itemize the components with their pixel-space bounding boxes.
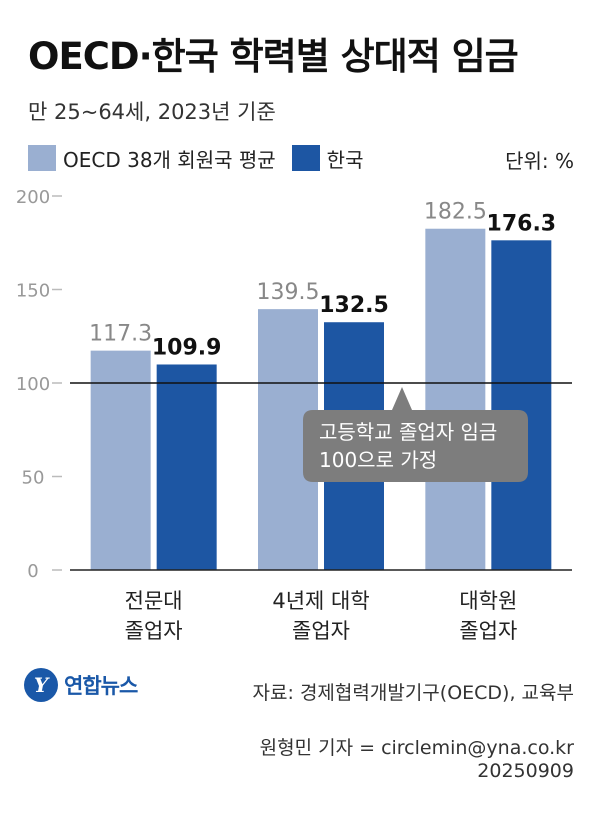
value-label-korea: 132.5 bbox=[319, 293, 389, 318]
value-label-oecd: 139.5 bbox=[257, 280, 320, 305]
category-label: 전문대 bbox=[125, 589, 183, 613]
category-label: 졸업자 bbox=[459, 619, 517, 643]
legend-swatch-korea bbox=[291, 145, 320, 171]
date-code: 20250909 bbox=[477, 760, 574, 782]
bar-oecd bbox=[425, 228, 486, 570]
legend-item-oecd: OECD 38개 회원국 평균 bbox=[28, 144, 276, 173]
y-tick-label: 100 bbox=[16, 374, 50, 395]
value-label-oecd: 182.5 bbox=[424, 200, 487, 225]
y-tick-label: 150 bbox=[16, 281, 50, 302]
value-label-korea: 176.3 bbox=[487, 211, 557, 236]
category-label: 4년제 대학 bbox=[272, 589, 369, 613]
source-note: 자료: 경제협력개발기구(OECD), 교육부 bbox=[252, 682, 574, 704]
legend: OECD 38개 회원국 평균 한국 bbox=[28, 143, 379, 173]
annotation-text: 고등학교 졸업자 임금 bbox=[319, 420, 497, 444]
value-label-korea: 109.9 bbox=[152, 335, 222, 360]
category-label: 졸업자 bbox=[125, 619, 183, 643]
bar-oecd bbox=[90, 350, 151, 570]
y-tick-label: 200 bbox=[16, 187, 50, 208]
value-label-oecd: 117.3 bbox=[89, 322, 152, 347]
logo-mark-icon: Y bbox=[24, 668, 58, 702]
annotation-callout bbox=[303, 387, 528, 482]
legend-item-korea: 한국 bbox=[291, 144, 364, 173]
legend-label-korea: 한국 bbox=[326, 147, 364, 172]
chart-subtitle: 만 25~64세, 2023년 기준 bbox=[28, 100, 276, 124]
legend-swatch-oecd bbox=[28, 145, 56, 171]
category-label: 대학원 bbox=[459, 589, 517, 613]
publisher-logo: Y 연합뉴스 bbox=[24, 668, 138, 702]
legend-label-oecd: OECD 38개 회원국 평균 bbox=[63, 147, 276, 172]
unit-label: 단위: % bbox=[505, 149, 574, 173]
annotation-text: 100으로 가정 bbox=[319, 448, 437, 472]
y-tick-label: 50 bbox=[22, 468, 45, 489]
category-label: 졸업자 bbox=[292, 619, 350, 643]
logo-text: 연합뉴스 bbox=[64, 674, 138, 698]
chart-title: OECD·한국 학력별 상대적 임금 bbox=[28, 35, 519, 78]
y-tick-label: 0 bbox=[27, 561, 38, 582]
bar-korea bbox=[156, 364, 217, 570]
bar-korea bbox=[491, 240, 552, 570]
credit-line: 원형민 기자 = circlemin@yna.co.kr bbox=[259, 737, 574, 759]
